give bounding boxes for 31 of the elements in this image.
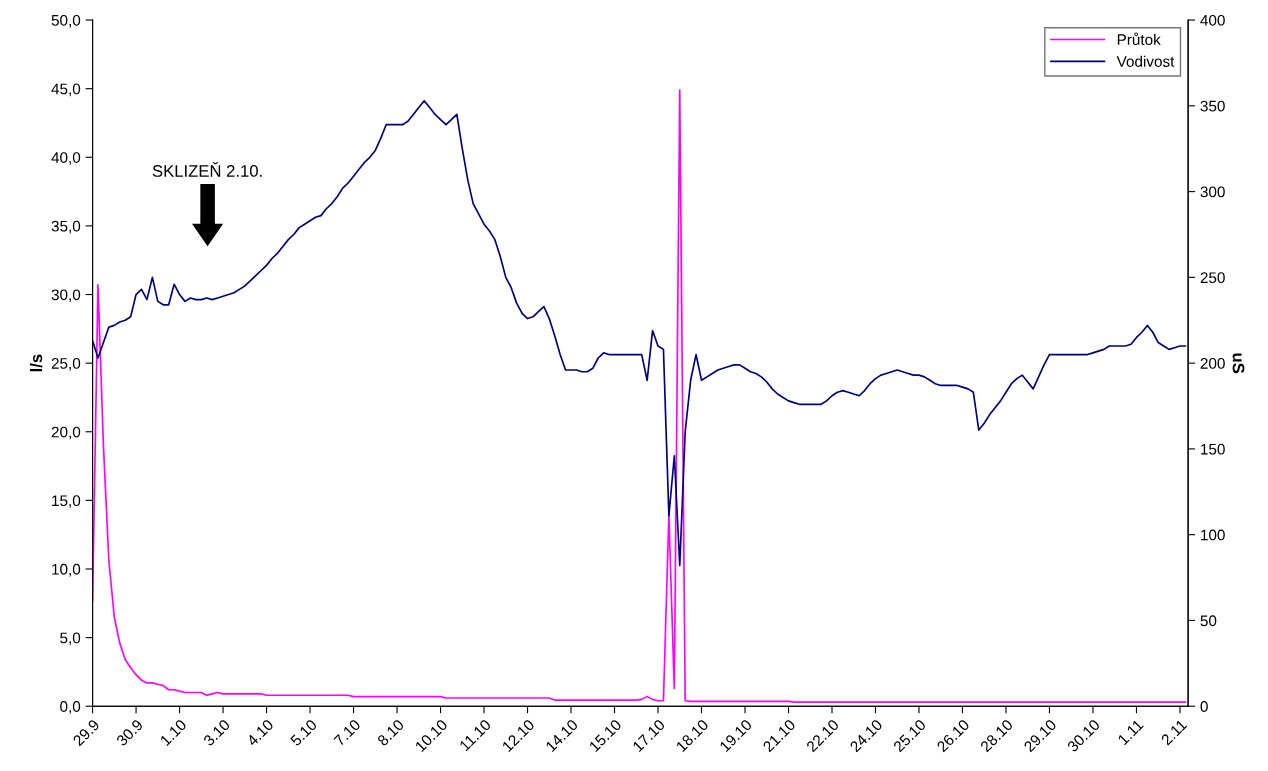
y-tick-label: 45,0	[51, 83, 81, 97]
y-tick-label: 40,0	[51, 152, 81, 165]
y-tick-label: 20,0	[51, 426, 81, 440]
x-tick-label: 2.11	[1160, 718, 1188, 746]
x-tick-label: 7.10	[333, 718, 362, 747]
y-tick-label: 30,0	[51, 289, 81, 303]
x-tick-label: 4.10	[246, 718, 275, 747]
y2-tick-label: 150	[1201, 443, 1225, 455]
y2-tick-label: 300	[1200, 186, 1225, 198]
y2-tick-label: 100	[1201, 529, 1225, 541]
y2-tick-label: 350	[1200, 100, 1225, 112]
y2-tick-label: 0	[1200, 701, 1208, 712]
y-tick-label: 5,0	[60, 632, 81, 646]
y2-axis-title: uS	[1232, 353, 1245, 374]
y2-tick-label: 50	[1200, 615, 1217, 627]
line-series	[92, 99, 1187, 567]
y-tick-label: 10,0	[52, 563, 81, 577]
legend-label: Vodivost	[1116, 55, 1175, 67]
y-tick-label: 50,0	[51, 14, 81, 28]
y-tick-label: 35,0	[51, 220, 81, 234]
y2-tick-label: 200	[1200, 358, 1225, 369]
y-tick-label: 25,0	[51, 358, 81, 371]
y-tick-label: 0,0	[60, 701, 81, 714]
legend-label: Průtok	[1117, 32, 1161, 46]
y2-tick-label: 400	[1200, 14, 1225, 26]
y2-tick-label: 250	[1200, 272, 1225, 284]
x-tick-label: 1.11	[1117, 718, 1144, 746]
annotation: SKLIZEŇ 2.10.	[152, 162, 262, 177]
y-axis-title: l/s	[29, 354, 43, 372]
line-series	[92, 89, 1187, 703]
y-tick-label: 15,0	[52, 495, 81, 508]
